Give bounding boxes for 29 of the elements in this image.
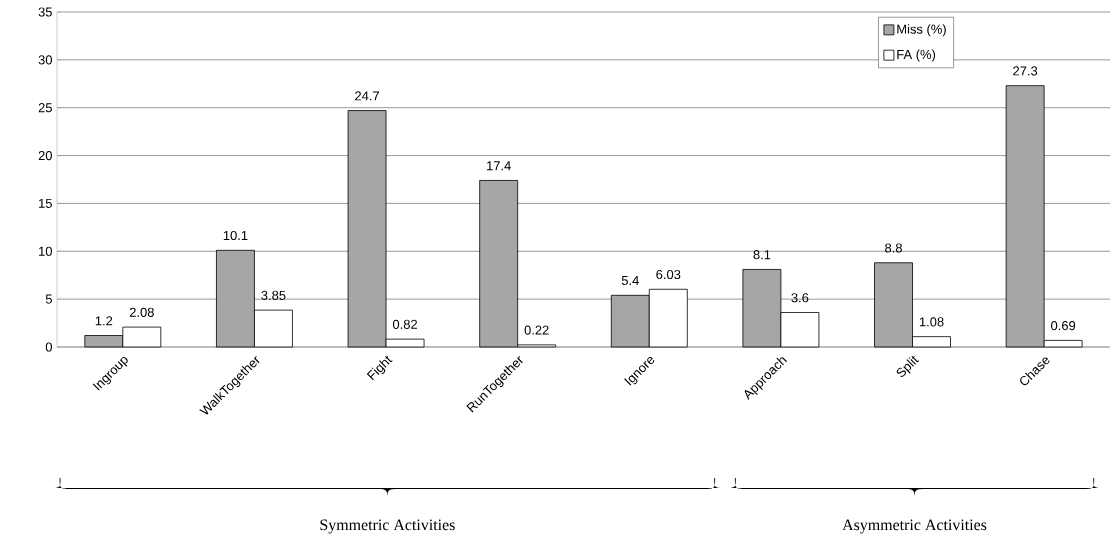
data-label: 8.1	[753, 250, 771, 260]
data-label: 3.6	[791, 293, 809, 303]
data-label: 8.8	[885, 243, 902, 253]
data-label: 0.69	[1051, 321, 1076, 331]
data-label: 1.2	[95, 316, 113, 326]
text: Symmetric Activities	[320, 519, 455, 534]
y-tick-label: 0	[45, 342, 52, 352]
data-label: 6.03	[656, 269, 681, 280]
y-tick-label: 25	[38, 103, 52, 113]
y-tick-label: 5	[45, 294, 52, 304]
y-tick-label: 30	[38, 55, 52, 65]
y-tick-label: 15	[39, 198, 52, 208]
data-label: 2.08	[129, 307, 154, 317]
data-label: 0.82	[392, 319, 417, 329]
data-label: 10.1	[223, 230, 248, 241]
data-label: 27.3	[1013, 66, 1038, 76]
y-tick-label: 20	[38, 150, 52, 161]
data-label: 0.22	[524, 325, 549, 335]
data-label: 24.7	[355, 91, 379, 101]
x-tick-label: Split	[896, 355, 920, 378]
y-tick-label: 35	[38, 7, 52, 17]
data-label: 3.85	[261, 290, 286, 300]
y-tick-label: 10	[39, 246, 52, 256]
legend-label: Miss (%)	[897, 24, 946, 37]
data-label: 1.08	[919, 317, 944, 327]
legend-label: FA (%)	[897, 49, 936, 62]
data-label: 5.4	[621, 276, 639, 286]
text: Asymmetric Activities	[842, 519, 987, 534]
data-label: 17.4	[487, 161, 511, 171]
